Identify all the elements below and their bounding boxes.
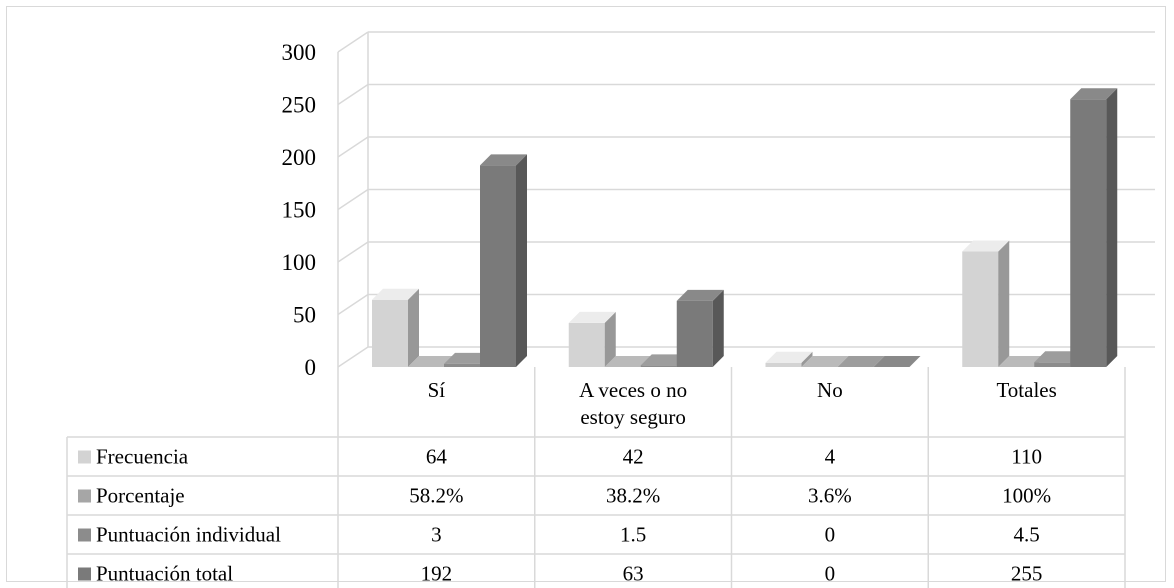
bar-3-1 <box>676 289 724 367</box>
table-cell: 192 <box>421 562 453 586</box>
table-cell: 4 <box>825 445 836 469</box>
bar-front <box>1034 362 1071 367</box>
bar-front <box>1070 99 1107 367</box>
bar-top <box>962 240 1010 252</box>
bar-1-2 <box>801 356 849 367</box>
y-tick-label: 200 <box>282 145 317 170</box>
y-axis: 0 50 100 150 200 250 300 <box>282 40 317 380</box>
category-label: Totales <box>996 378 1056 402</box>
series-label: Porcentaje <box>96 484 185 508</box>
bar-side <box>998 240 1010 367</box>
bar-side <box>1106 88 1118 367</box>
category-label: estoy seguro <box>580 405 686 429</box>
bar-front <box>372 299 408 367</box>
table-cell: 255 <box>1011 562 1043 586</box>
bar-top <box>604 356 652 367</box>
table-cell: 63 <box>623 562 644 586</box>
bar-1-0 <box>408 356 455 367</box>
gridline-diagonal <box>337 241 369 263</box>
legend-swatch <box>78 450 91 464</box>
category-label: A veces o no <box>579 378 687 402</box>
bar-top <box>480 154 527 166</box>
bar-1-3 <box>998 356 1046 367</box>
bar-3-0 <box>480 154 527 367</box>
bar-top <box>998 356 1046 367</box>
gridline-diagonal <box>337 346 369 368</box>
bar-top <box>765 351 813 363</box>
bar-top <box>837 356 885 367</box>
bar-top <box>873 356 921 367</box>
bar-front <box>444 363 480 367</box>
bar-top <box>372 288 419 300</box>
bar-0-0 <box>372 288 419 367</box>
table-cell: 64 <box>426 445 448 469</box>
bar-front <box>568 322 605 367</box>
bar-front <box>765 362 802 367</box>
bar-side <box>604 311 616 367</box>
legend-swatch <box>78 489 91 503</box>
bar-side <box>516 154 527 367</box>
bar-top <box>408 356 455 367</box>
gridline-diagonal <box>337 31 369 53</box>
bar-0-3 <box>962 240 1010 367</box>
table-cell: 1.5 <box>620 523 646 547</box>
table-cell: 110 <box>1011 445 1042 469</box>
bar-top <box>1070 88 1118 100</box>
gridline-diagonal <box>337 136 369 158</box>
y-tick-label: 0 <box>305 355 317 380</box>
bar-side <box>712 289 724 367</box>
gridline-diagonal <box>337 293 369 316</box>
y-tick-label: 300 <box>282 40 317 65</box>
bar-top <box>444 352 491 364</box>
legend-swatch <box>78 567 91 581</box>
grid-layer <box>337 31 1155 368</box>
data-table: Sí A veces o no estoy seguro No Totales Frecu… <box>66 367 1126 588</box>
y-tick-label: 100 <box>282 250 317 275</box>
table-cell: 100% <box>1002 484 1051 508</box>
bar-top <box>1034 351 1082 363</box>
bar-front <box>480 165 516 367</box>
series-label: Puntuación individual <box>96 523 281 547</box>
category-label: Sí <box>428 378 446 402</box>
y-tick-label: 50 <box>293 303 316 328</box>
bar-front <box>640 365 677 367</box>
series-label: Frecuencia <box>96 445 189 469</box>
table-cell: 38.2% <box>606 484 660 508</box>
bar-3-2 <box>873 356 921 367</box>
y-tick-label: 250 <box>282 93 317 118</box>
table-cell: 3.6% <box>808 484 852 508</box>
bar-front <box>962 251 999 367</box>
table-cell: 58.2% <box>409 484 463 508</box>
table-cell: 4.5 <box>1014 523 1040 547</box>
bars-layer <box>372 88 1118 367</box>
bar-front <box>676 300 713 367</box>
chart-frame <box>6 6 1166 582</box>
bar-side <box>408 288 419 367</box>
gridline-diagonal <box>337 188 369 211</box>
table-cell: 3 <box>431 523 442 547</box>
legend-swatch <box>78 528 91 542</box>
bar-0-2 <box>765 351 813 367</box>
bar-side <box>801 351 813 367</box>
table-cell: 0 <box>825 562 836 586</box>
table-cell: 42 <box>623 445 644 469</box>
table-cell: 0 <box>825 523 836 547</box>
category-label: No <box>817 378 843 402</box>
gridline-diagonal <box>337 83 369 106</box>
bar-2-2 <box>837 356 885 367</box>
bar-top <box>676 289 724 301</box>
series-label: Puntuación total <box>96 562 233 586</box>
bar-top <box>640 354 688 366</box>
bar-3-3 <box>1070 88 1118 367</box>
bar-top <box>568 311 616 323</box>
y-tick-label: 150 <box>282 198 317 223</box>
bar-top <box>801 356 849 367</box>
bar-0-1 <box>568 311 616 367</box>
bar-1-1 <box>604 356 652 367</box>
